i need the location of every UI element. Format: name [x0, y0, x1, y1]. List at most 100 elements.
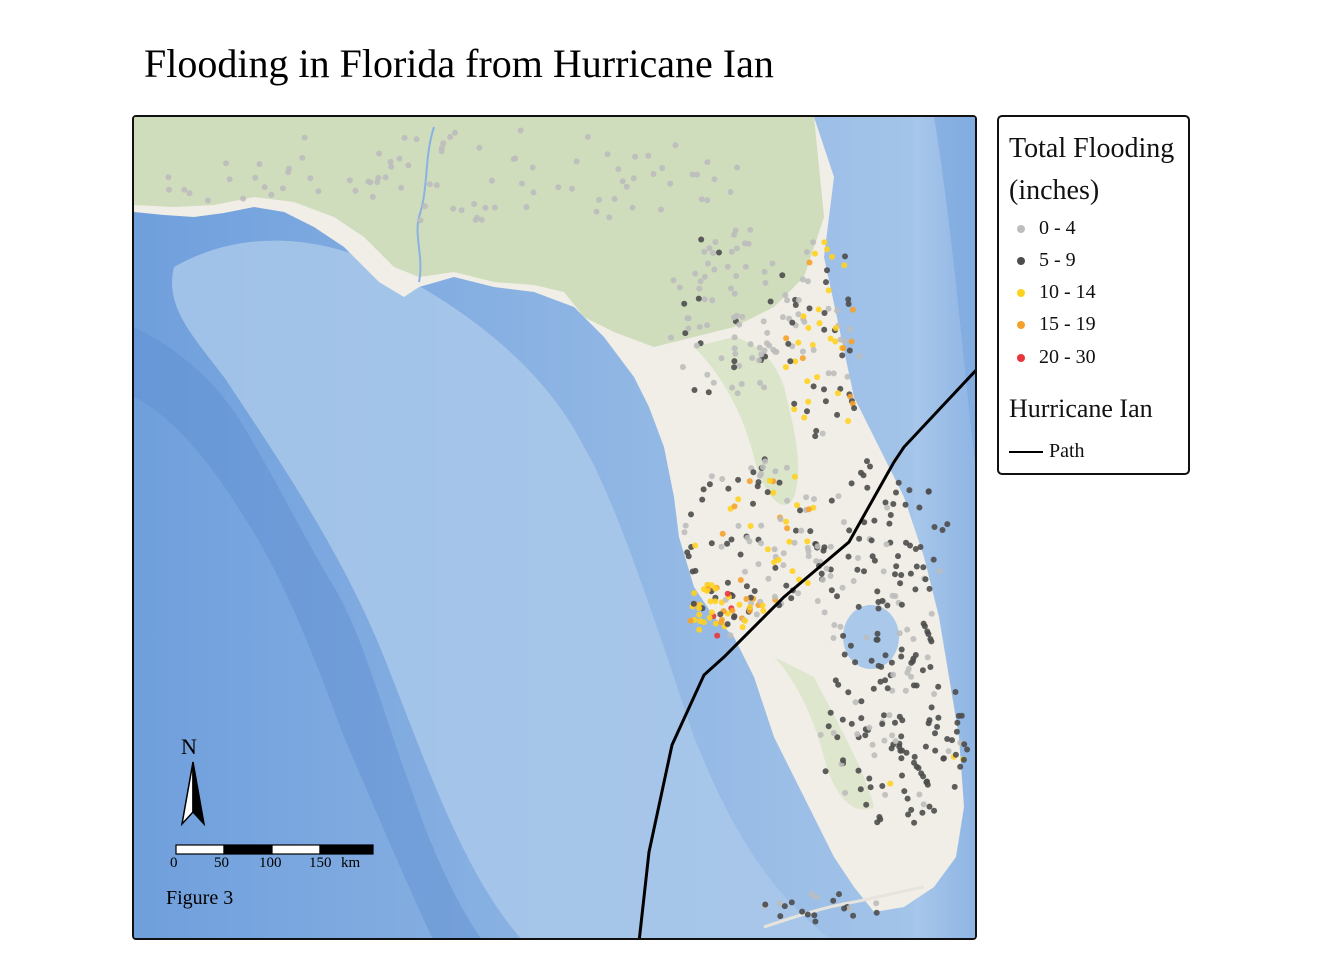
- flood-point: [949, 737, 955, 744]
- flood-point: [882, 652, 889, 659]
- flood-point: [834, 734, 841, 741]
- flood-point: [825, 723, 832, 730]
- flood-point: [731, 231, 738, 238]
- flood-point: [922, 743, 929, 750]
- flood-point: [839, 584, 846, 591]
- flood-point: [523, 204, 530, 210]
- flood-point: [765, 575, 772, 582]
- flood-point: [727, 632, 734, 639]
- flood-point: [606, 214, 613, 221]
- flood-point: [798, 527, 805, 534]
- flood-point: [804, 580, 811, 586]
- flood-point: [805, 548, 812, 555]
- flood-point: [706, 245, 713, 252]
- flood-point: [892, 719, 898, 726]
- legend-swatch: [1017, 321, 1025, 330]
- flood-point: [670, 277, 677, 284]
- flood-point: [782, 364, 789, 371]
- flood-point: [850, 912, 857, 919]
- flood-point: [884, 685, 891, 692]
- flood-point: [783, 518, 790, 525]
- flood-point: [757, 379, 763, 386]
- flood-point: [922, 576, 929, 583]
- flood-point: [878, 663, 885, 670]
- flood-point: [791, 406, 798, 413]
- flood-point: [734, 390, 741, 397]
- legend-swatch: [1017, 225, 1025, 234]
- flood-point: [961, 741, 968, 748]
- flood-point: [840, 757, 846, 764]
- flood-point: [716, 249, 722, 256]
- flood-point: [742, 568, 748, 575]
- flood-point: [756, 472, 763, 479]
- flood-point: [944, 736, 951, 742]
- flood-point: [791, 539, 798, 546]
- flood-point: [691, 387, 698, 393]
- flood-point: [426, 181, 433, 188]
- flood-point: [799, 348, 806, 355]
- flood-point: [619, 178, 626, 185]
- flood-point: [756, 357, 762, 364]
- flood-point: [697, 278, 704, 285]
- flood-point: [687, 617, 694, 624]
- flood-point: [846, 905, 853, 912]
- flood-point: [719, 530, 726, 537]
- flood-point: [684, 549, 691, 556]
- flood-point: [731, 358, 738, 365]
- flood-point: [792, 302, 799, 308]
- flood-point: [958, 712, 965, 719]
- map-title: Flooding in Florida from Hurricane Ian: [144, 41, 774, 86]
- flood-point: [854, 566, 861, 573]
- flood-point: [899, 772, 905, 779]
- flood-point: [743, 583, 750, 590]
- flood-point: [791, 473, 798, 480]
- flood-point: [755, 479, 762, 486]
- flood-point: [750, 500, 756, 507]
- flood-point: [837, 623, 844, 630]
- flood-point: [694, 171, 701, 178]
- flood-point: [367, 179, 374, 186]
- flood-point: [830, 635, 837, 641]
- flood-point: [376, 150, 383, 157]
- flood-point: [746, 604, 753, 611]
- flood-point: [438, 145, 445, 151]
- flood-point: [645, 152, 652, 159]
- flood-point: [825, 370, 832, 377]
- flood-point: [871, 517, 878, 524]
- flood-point: [812, 433, 819, 440]
- flood-point: [896, 630, 903, 637]
- flood-point: [711, 176, 718, 183]
- flood-point: [821, 609, 828, 616]
- flood-point: [712, 585, 719, 592]
- flood-point: [825, 287, 832, 294]
- flood-point: [517, 127, 524, 134]
- flood-point: [742, 263, 749, 270]
- flood-point: [299, 154, 306, 161]
- flood-point: [555, 184, 562, 191]
- flood-point: [940, 755, 947, 762]
- flood-point: [667, 180, 674, 187]
- flood-point: [817, 731, 824, 738]
- flood-point: [911, 753, 918, 760]
- flood-point: [964, 746, 971, 753]
- continental-shelf: [172, 240, 829, 938]
- flood-point: [352, 187, 359, 194]
- flood-point: [689, 171, 696, 178]
- flood-point: [727, 285, 734, 292]
- flood-point: [658, 206, 664, 213]
- flood-point: [682, 522, 689, 529]
- flood-point: [777, 516, 784, 523]
- flood-point: [695, 295, 702, 302]
- flood-point: [867, 784, 874, 791]
- flood-point: [736, 363, 743, 369]
- map-panel[interactable]: [132, 115, 977, 940]
- flood-point: [862, 732, 869, 739]
- flood-point: [696, 323, 703, 330]
- flood-point: [781, 903, 788, 910]
- flood-point: [903, 749, 910, 756]
- flood-point: [850, 578, 857, 584]
- flood-point: [728, 248, 735, 255]
- flood-point: [884, 504, 891, 511]
- flood-point: [396, 155, 403, 162]
- flood-point: [714, 632, 721, 639]
